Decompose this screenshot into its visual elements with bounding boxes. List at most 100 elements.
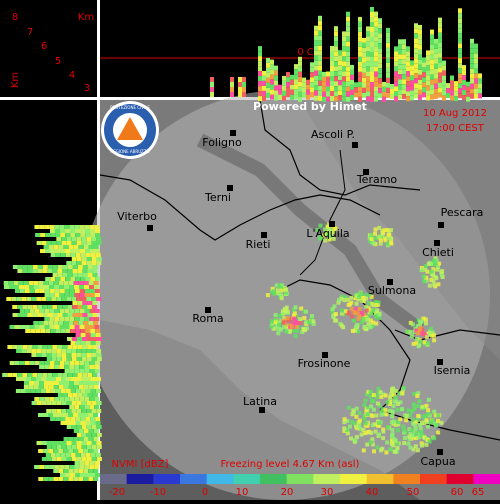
profile-cell [294,74,298,80]
echo [357,418,362,423]
echo [385,400,390,405]
echo [357,424,362,429]
profile-cell [19,361,25,365]
profile-cell [59,293,65,297]
echo [352,421,357,426]
scale-swatch [366,474,394,484]
profile-cell [60,249,65,253]
profile-cell [67,373,73,377]
profile-cell [394,96,398,102]
profile-cell [80,417,86,421]
profile-cell [34,325,40,329]
profile-cell [62,393,68,397]
profile-cell [306,84,310,90]
profile-cell [358,81,362,87]
profile-cell [378,93,382,99]
echo [288,317,293,322]
echo [354,293,359,298]
profile-cell [374,61,378,67]
echo [265,293,270,298]
profile-cell [39,365,45,369]
profile-cell [45,329,51,333]
profile-cell [318,60,322,66]
profile-cell [470,93,474,99]
profile-cell [27,313,33,317]
echo [390,439,395,444]
profile-cell [322,96,326,102]
profile-cell [446,88,450,94]
profile-cell [470,63,474,69]
profile-cell [29,285,34,289]
city-dot [147,225,153,231]
profile-cell [322,76,326,82]
profile-cell [95,421,101,425]
profile-cell [40,389,46,393]
profile-cell [42,265,48,269]
echo [374,311,378,316]
profile-cell [458,28,462,34]
profile-cell [89,365,95,369]
profile-cell [426,50,430,56]
profile-cell [51,457,57,461]
echo [283,322,288,327]
echo [374,321,379,326]
scale-label: 50 [407,487,420,498]
profile-cell [28,281,34,285]
profile-cell [78,413,83,417]
profile-cell [41,241,47,245]
echo [302,328,307,333]
profile-cell [378,48,382,54]
profile-cell [398,84,402,90]
profile-cell [90,417,96,421]
profile-cell [422,67,426,73]
profile-cell [422,82,426,88]
echo [342,428,347,433]
profile-cell [50,417,56,421]
echo [417,399,422,404]
profile-cell [378,78,382,84]
profile-cell [68,245,74,249]
echo [358,427,363,432]
profile-cell [378,18,382,24]
profile-cell [73,321,79,325]
profile-cell [422,87,426,93]
profile-cell [68,469,74,473]
profile-cell [242,82,246,87]
echo [434,276,439,281]
profile-cell [442,90,446,96]
profile-cell [79,369,85,373]
echo [424,418,429,423]
profile-cell [93,413,98,417]
profile-cell [56,297,62,301]
profile-cell [438,87,442,93]
profile-cell [86,257,92,261]
profile-cell [374,96,378,102]
profile-cell [60,417,66,421]
profile-cell [378,73,382,79]
profile-cell [17,269,23,273]
profile-cell [330,96,334,101]
profile-cell [47,373,53,377]
profile-cell [346,56,350,62]
echo [432,338,437,343]
echo [377,312,382,317]
profile-cell [402,64,406,70]
echo [428,329,433,334]
profile-cell [41,457,47,461]
profile-cell [89,293,95,297]
profile-cell [350,84,354,90]
height-label: 6 [41,41,47,52]
echo [420,327,425,332]
profile-cell [80,389,86,393]
profile-cell [96,457,102,461]
profile-cell [370,47,374,52]
profile-cell [69,405,75,409]
echo [435,267,440,272]
profile-cell [334,76,338,82]
profile-cell [358,91,362,97]
echo [363,431,368,436]
profile-cell [91,377,96,381]
profile-cell [410,70,414,76]
echo [369,404,374,409]
profile-cell [30,329,36,333]
